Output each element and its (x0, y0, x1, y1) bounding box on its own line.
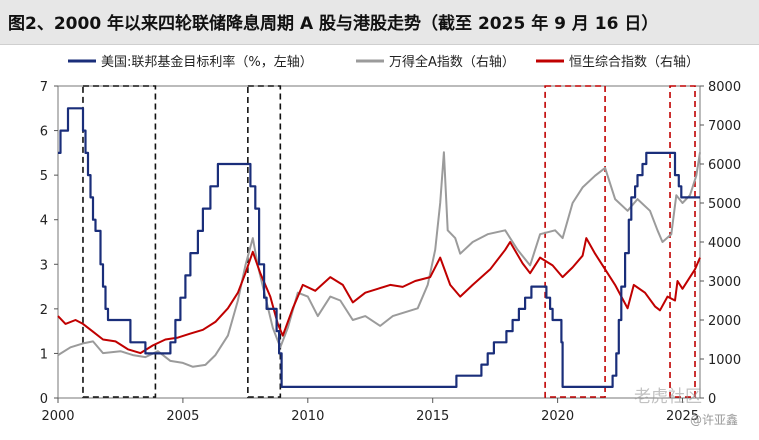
x-tick-label-2010: 2010 (291, 409, 324, 424)
y-right-tick-label-2000: 2000 (708, 314, 741, 329)
y-left-tick-label-2: 2 (40, 303, 48, 318)
y-right-tick-label-0: 0 (708, 392, 716, 407)
x-tick-label-2005: 2005 (166, 409, 199, 424)
highlight-box-4 (669, 85, 696, 398)
highlight-box-3 (544, 85, 606, 398)
watermark-author: @许亚鑫 (690, 412, 738, 427)
series-line-1 (58, 107, 700, 388)
y-left-tick-label-4: 4 (40, 214, 48, 229)
series-line-3 (57, 237, 701, 355)
highlight-box-1 (82, 85, 157, 398)
x-tick-label-2025: 2025 (666, 409, 699, 424)
y-right-tick-label-1000: 1000 (708, 353, 741, 368)
y-left-tick-label-3: 3 (40, 258, 48, 273)
x-tick-label-2000: 2000 (41, 409, 74, 424)
y-right-tick-label-8000: 8000 (708, 80, 741, 95)
y-left-tick-label-6: 6 (40, 125, 48, 140)
y-right-tick-label-3000: 3000 (708, 275, 741, 290)
title-band: 图2、2000 年以来四轮联储降息周期 A 股与港股走势（截至 2025 年 9… (0, 0, 759, 45)
y-left-tick-label-7: 7 (40, 80, 48, 95)
watermark-logo: 老虎社区 (634, 387, 702, 407)
legend-label-3: 恒生综合指数（右轴） (569, 55, 699, 70)
y-left-tick-label-0: 0 (40, 392, 48, 407)
highlight-box-2 (247, 85, 282, 398)
series-line-2 (57, 151, 701, 368)
legend-label-1: 美国:联邦基金目标利率（%，左轴） (101, 54, 313, 70)
y-left-tick-label-5: 5 (40, 169, 48, 184)
y-right-tick-label-5000: 5000 (708, 197, 741, 212)
x-tick-label-2015: 2015 (416, 409, 449, 424)
y-right-tick-label-6000: 6000 (708, 158, 741, 173)
legend-label-2: 万得全A指数（右轴） (389, 54, 515, 70)
y-right-tick-label-7000: 7000 (708, 119, 741, 134)
y-left-tick-label-1: 1 (40, 347, 48, 362)
x-tick-label-2020: 2020 (541, 409, 574, 424)
plot-frame (57, 85, 701, 399)
chart-title: 图2、2000 年以来四轮联储降息周期 A 股与港股走势（截至 2025 年 9… (8, 14, 659, 34)
y-right-tick-label-4000: 4000 (708, 236, 741, 251)
